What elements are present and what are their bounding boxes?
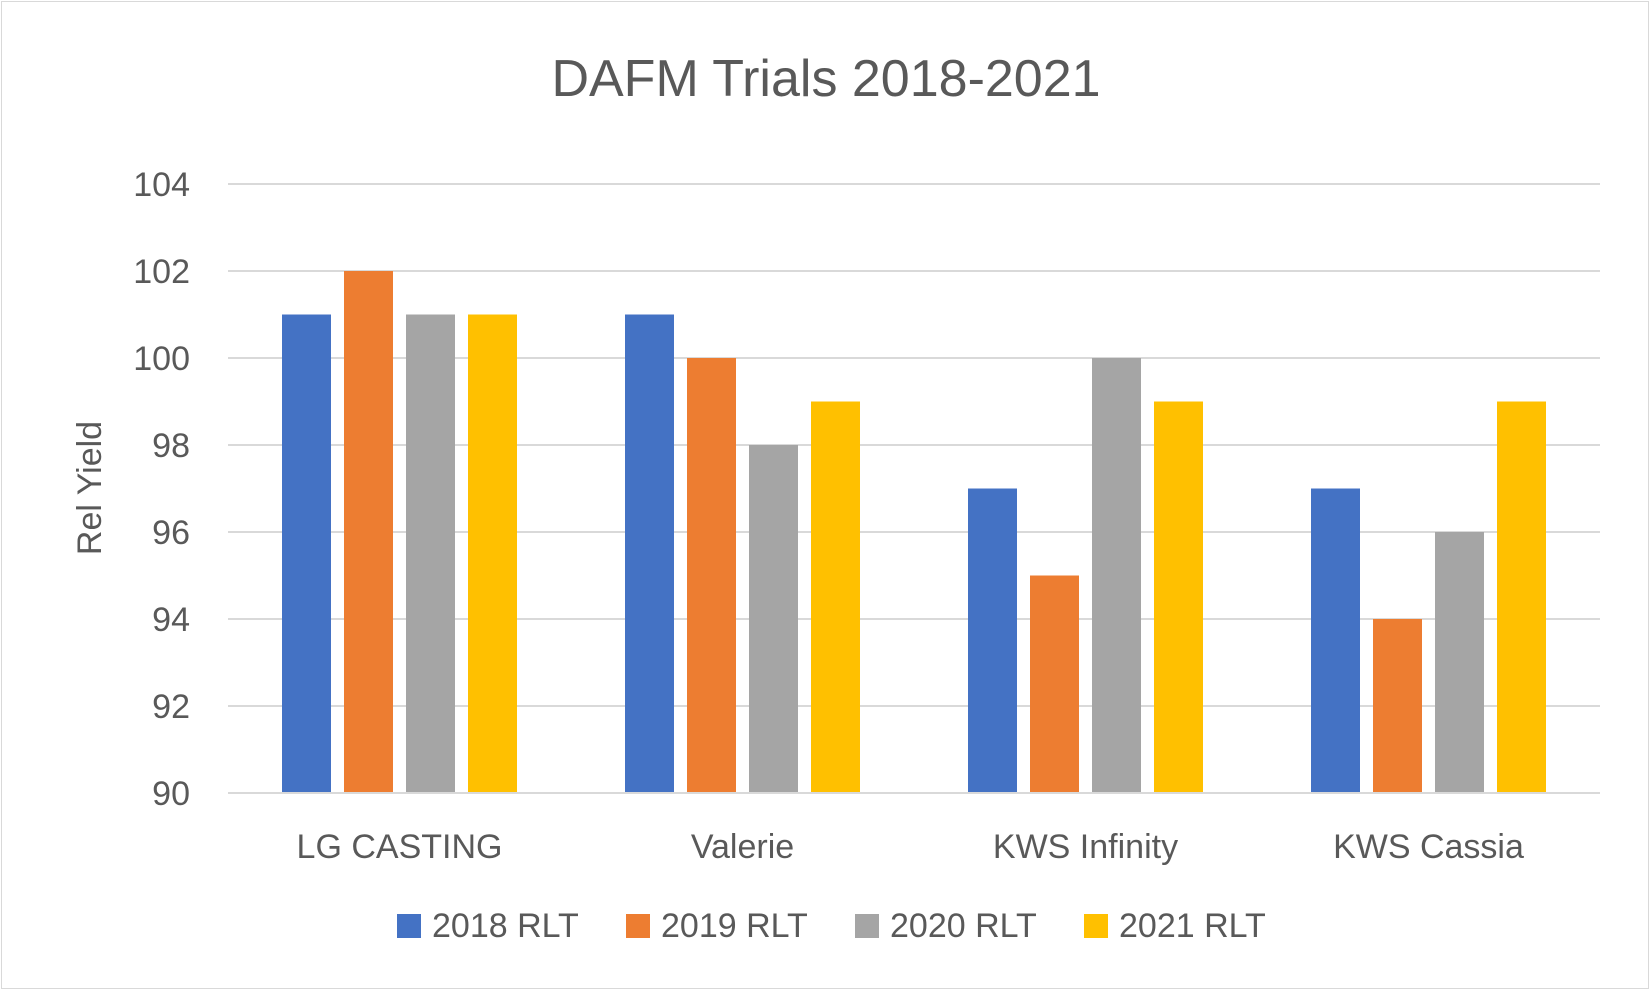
y-tick-label: 94	[152, 601, 190, 639]
bar-2020-rlt-lg-casting	[406, 314, 455, 793]
bar-2019-rlt-kws-cassia	[1373, 619, 1422, 793]
x-tick-label: KWS Infinity	[993, 828, 1178, 866]
bar-2021-rlt-lg-casting	[468, 314, 517, 793]
legend-label: 2021 RLT	[1119, 907, 1266, 945]
y-tick-label: 100	[133, 340, 190, 378]
legend-swatch	[626, 914, 650, 938]
bar-2020-rlt-valerie	[749, 445, 798, 793]
x-tick-label: KWS Cassia	[1333, 828, 1524, 866]
y-tick-label: 96	[152, 514, 190, 552]
bar-2021-rlt-kws-infinity	[1154, 401, 1203, 793]
y-tick-label: 90	[152, 775, 190, 813]
bars	[228, 271, 1600, 794]
y-tick-label: 104	[133, 166, 190, 204]
legend-label: 2020 RLT	[890, 907, 1037, 945]
bar-2020-rlt-kws-infinity	[1092, 358, 1141, 793]
bar-2018-rlt-lg-casting	[282, 314, 331, 793]
bar-2021-rlt-kws-cassia	[1497, 401, 1546, 793]
x-axis-ticks: LG CASTING Valerie KWS Infinity KWS Cassia	[297, 828, 1524, 866]
x-tick-label: Valerie	[691, 828, 794, 866]
y-axis-label: Rel Yield	[71, 421, 109, 555]
legend-swatch	[1084, 914, 1108, 938]
bar-2021-rlt-valerie	[811, 401, 860, 793]
bar-2019-rlt-valerie	[687, 358, 736, 793]
bar-2019-rlt-lg-casting	[344, 271, 393, 793]
legend-swatch	[855, 914, 879, 938]
y-tick-label: 92	[152, 688, 190, 726]
x-tick-label: LG CASTING	[297, 828, 503, 866]
y-tick-label: 102	[133, 253, 190, 291]
legend-swatch	[397, 914, 421, 938]
y-axis-ticks: 90 92 94 96 98 100 102 104	[133, 166, 190, 813]
y-tick-label: 98	[152, 427, 190, 465]
legend-label: 2019 RLT	[661, 907, 808, 945]
legend: 2018 RLT 2019 RLT 2020 RLT 2021 RLT	[397, 907, 1266, 945]
bar-2018-rlt-kws-infinity	[968, 488, 1017, 793]
bar-2020-rlt-kws-cassia	[1435, 532, 1484, 793]
bar-2019-rlt-kws-infinity	[1030, 575, 1079, 793]
legend-label: 2018 RLT	[432, 907, 579, 945]
bar-2018-rlt-kws-cassia	[1311, 488, 1360, 793]
bar-2018-rlt-valerie	[625, 314, 674, 793]
chart-title: DAFM Trials 2018-2021	[551, 50, 1100, 108]
